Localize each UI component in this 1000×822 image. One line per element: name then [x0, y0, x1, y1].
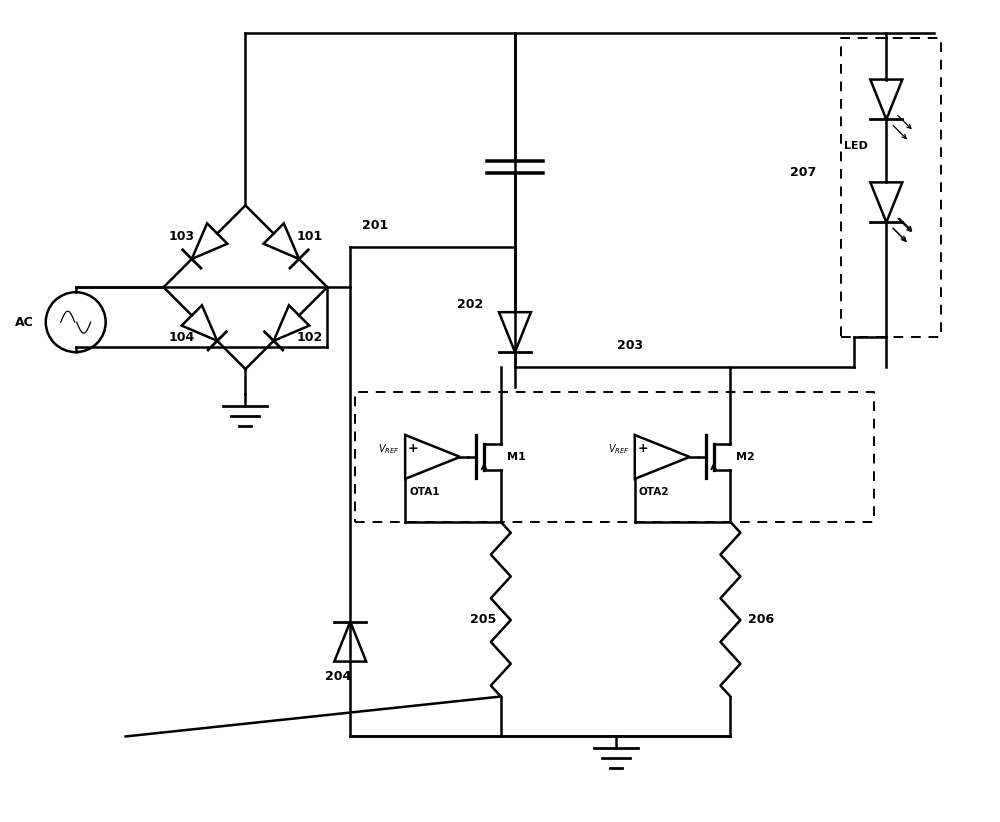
Text: 201: 201: [362, 219, 388, 233]
Text: OTA2: OTA2: [639, 487, 669, 496]
Text: M1: M1: [507, 452, 526, 462]
Text: $V_{REF}$: $V_{REF}$: [378, 442, 400, 456]
Text: 207: 207: [790, 166, 817, 179]
Polygon shape: [635, 435, 690, 479]
Text: M2: M2: [736, 452, 755, 462]
Text: 102: 102: [296, 331, 322, 344]
Text: AC: AC: [15, 316, 34, 329]
Text: 204: 204: [325, 670, 351, 683]
Text: +: +: [637, 442, 648, 455]
Text: 101: 101: [296, 230, 322, 243]
Text: 203: 203: [617, 339, 643, 352]
Text: 104: 104: [168, 331, 195, 344]
Text: 205: 205: [470, 612, 496, 626]
Text: OTA1: OTA1: [409, 487, 440, 496]
Text: +: +: [408, 442, 418, 455]
Polygon shape: [405, 435, 460, 479]
Text: 103: 103: [169, 230, 195, 243]
Text: LED: LED: [844, 141, 868, 151]
Text: $V_{REF}$: $V_{REF}$: [608, 442, 630, 456]
Text: 206: 206: [748, 612, 775, 626]
Text: 202: 202: [457, 298, 483, 311]
